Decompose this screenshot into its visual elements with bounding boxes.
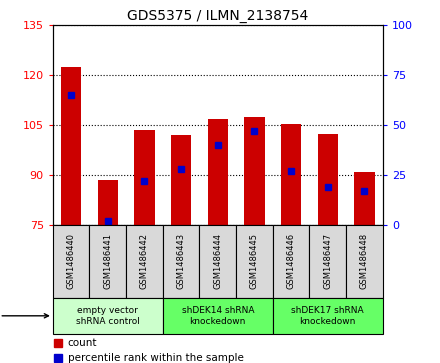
- Text: GSM1486443: GSM1486443: [176, 233, 186, 289]
- Bar: [354, 172, 374, 225]
- Bar: [98, 180, 118, 225]
- Text: GSM1486446: GSM1486446: [286, 233, 296, 289]
- Title: GDS5375 / ILMN_2138754: GDS5375 / ILMN_2138754: [127, 9, 308, 23]
- Bar: [199, 225, 236, 298]
- Text: count: count: [68, 338, 97, 348]
- Text: GSM1486444: GSM1486444: [213, 233, 222, 289]
- Text: GSM1486441: GSM1486441: [103, 233, 112, 289]
- Bar: [208, 119, 228, 225]
- Text: shDEK14 shRNA
knockedown: shDEK14 shRNA knockedown: [182, 306, 254, 326]
- Bar: [309, 225, 346, 298]
- Text: GSM1486445: GSM1486445: [250, 233, 259, 289]
- Bar: [89, 225, 126, 298]
- Bar: [281, 123, 301, 225]
- Bar: [171, 135, 191, 225]
- Text: empty vector
shRNA control: empty vector shRNA control: [76, 306, 140, 326]
- Bar: [273, 298, 383, 334]
- Text: protocol: protocol: [0, 311, 48, 321]
- Text: percentile rank within the sample: percentile rank within the sample: [68, 352, 243, 363]
- Bar: [163, 225, 199, 298]
- Text: shDEK17 shRNA
knockedown: shDEK17 shRNA knockedown: [291, 306, 364, 326]
- Text: GSM1486442: GSM1486442: [140, 233, 149, 289]
- Bar: [244, 117, 264, 225]
- Bar: [236, 225, 273, 298]
- Bar: [126, 225, 163, 298]
- Bar: [53, 225, 89, 298]
- Text: GSM1486440: GSM1486440: [66, 233, 76, 289]
- Bar: [163, 298, 273, 334]
- Bar: [61, 67, 81, 225]
- Bar: [134, 130, 154, 225]
- Text: GSM1486448: GSM1486448: [360, 233, 369, 289]
- Text: GSM1486447: GSM1486447: [323, 233, 332, 289]
- Bar: [273, 225, 309, 298]
- Bar: [53, 298, 163, 334]
- Bar: [346, 225, 383, 298]
- Bar: [318, 134, 338, 225]
